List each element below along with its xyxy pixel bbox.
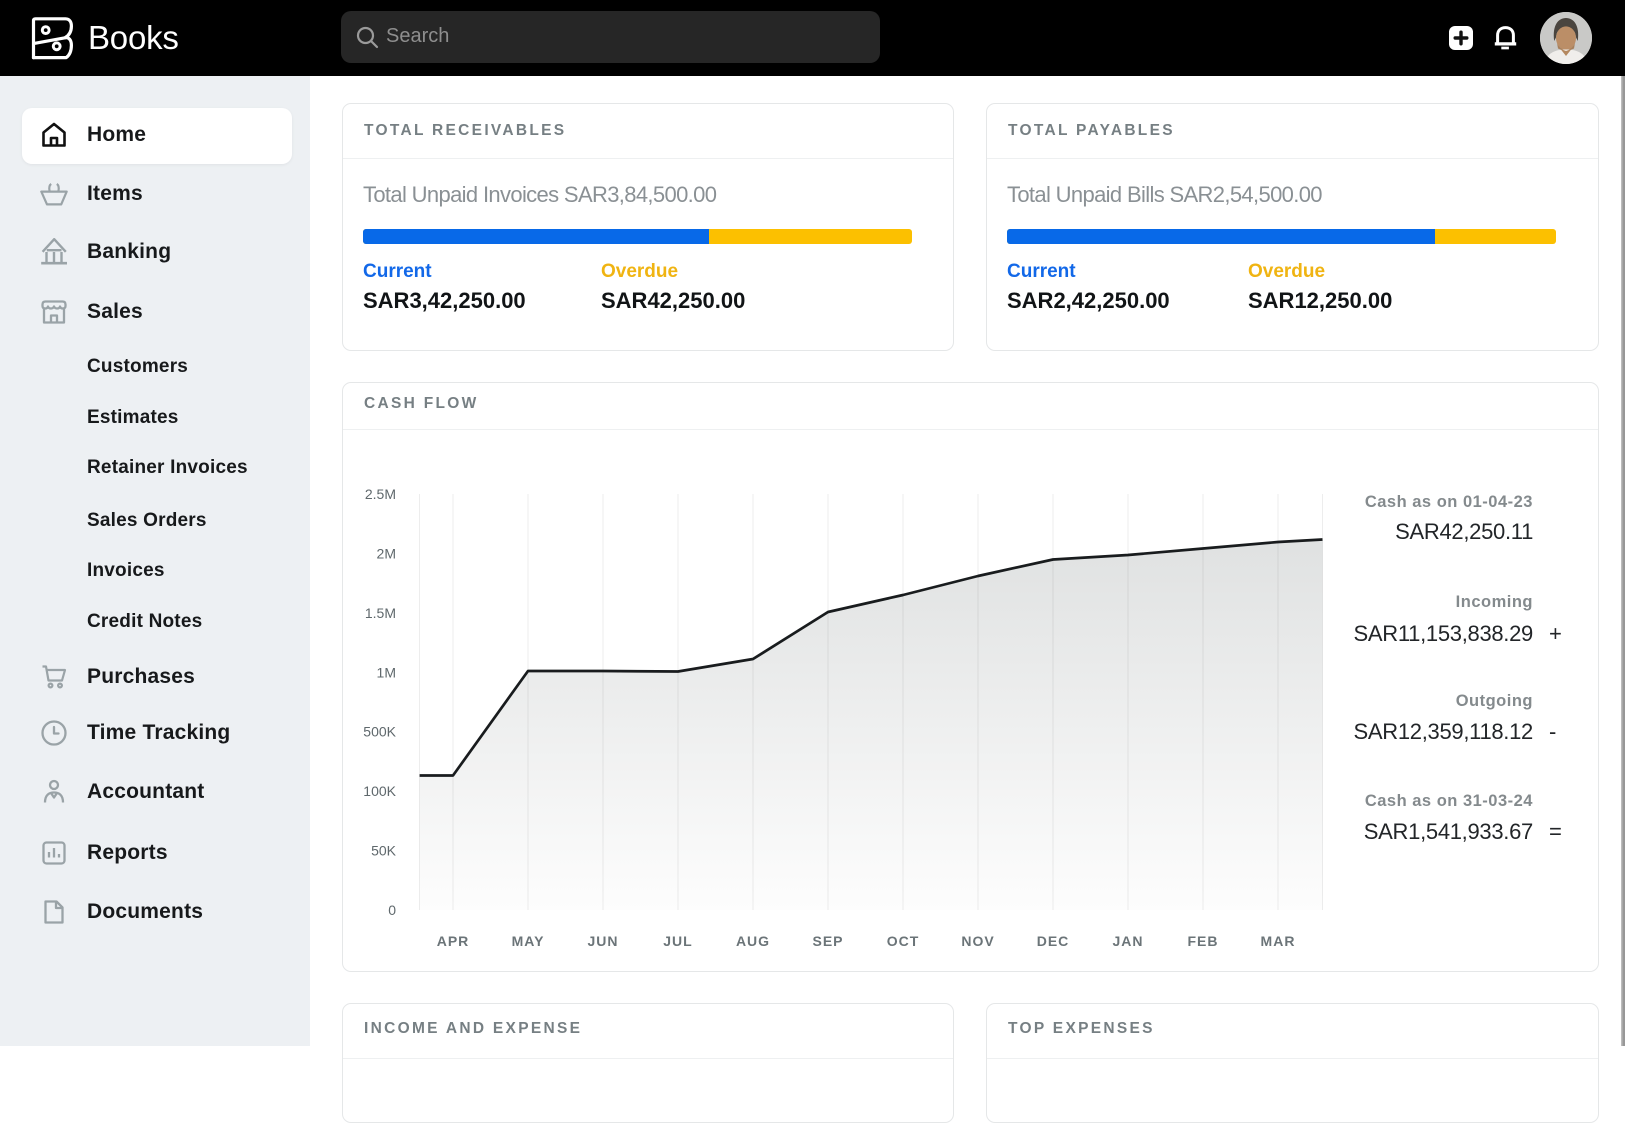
svg-text:0: 0 xyxy=(388,902,396,918)
svg-text:500K: 500K xyxy=(363,724,396,740)
svg-text:JUL: JUL xyxy=(663,933,692,949)
svg-text:2M: 2M xyxy=(377,545,396,561)
svg-text:OCT: OCT xyxy=(887,933,920,949)
svg-text:JUN: JUN xyxy=(587,933,618,949)
svg-text:2.5M: 2.5M xyxy=(365,486,396,502)
svg-text:1.5M: 1.5M xyxy=(365,605,396,621)
svg-text:APR: APR xyxy=(437,933,470,949)
svg-text:AUG: AUG xyxy=(736,933,770,949)
svg-text:MAY: MAY xyxy=(512,933,545,949)
svg-text:NOV: NOV xyxy=(961,933,994,949)
svg-text:FEB: FEB xyxy=(1188,933,1219,949)
svg-text:SEP: SEP xyxy=(812,933,843,949)
svg-text:100K: 100K xyxy=(363,783,396,799)
svg-text:1M: 1M xyxy=(377,664,396,680)
svg-text:MAR: MAR xyxy=(1261,933,1296,949)
svg-text:DEC: DEC xyxy=(1037,933,1070,949)
svg-text:50K: 50K xyxy=(371,843,397,859)
svg-text:JAN: JAN xyxy=(1112,933,1143,949)
